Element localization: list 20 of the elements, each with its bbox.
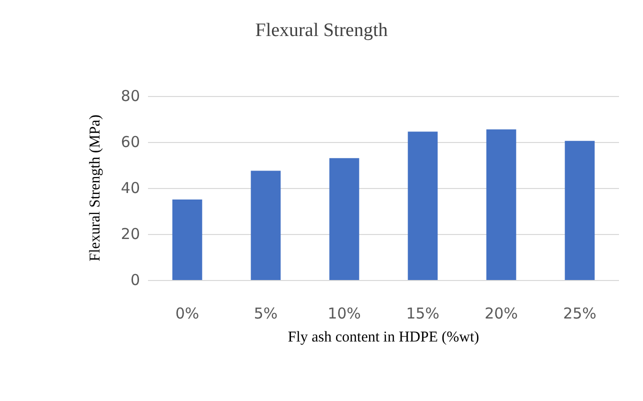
bar xyxy=(408,132,438,280)
y-tick-label: 0 xyxy=(130,271,140,289)
x-tick-label: 0% xyxy=(175,304,200,322)
y-axis-title: Flexural Strength (MPa) xyxy=(88,114,104,262)
y-tick-label: 60 xyxy=(120,133,140,151)
x-tick-label: 20% xyxy=(484,304,518,322)
bar xyxy=(564,140,595,280)
y-tick-label: 20 xyxy=(120,225,140,243)
y-tick-label: 80 xyxy=(120,87,140,105)
x-tick-label: 15% xyxy=(406,304,440,322)
bar xyxy=(250,170,281,280)
bar xyxy=(329,158,360,280)
y-tick-label: 40 xyxy=(120,179,140,197)
bar xyxy=(486,129,516,280)
x-tick-label: 25% xyxy=(563,304,596,322)
x-tick-label: 5% xyxy=(254,304,278,322)
x-tick-label: 10% xyxy=(328,304,361,322)
bar xyxy=(172,200,202,280)
x-axis-title: Fly ash content in HDPE (%wt) xyxy=(288,330,480,346)
chart-title: Flexural Strength xyxy=(255,20,388,41)
